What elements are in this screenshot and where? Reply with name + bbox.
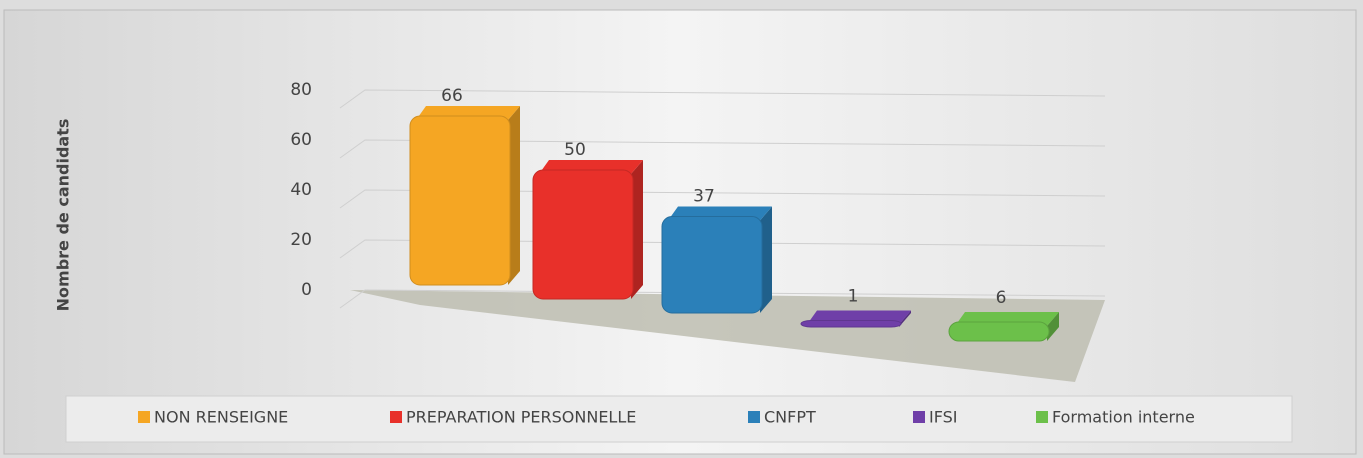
grid-line bbox=[339, 239, 1106, 259]
grid-line bbox=[339, 189, 1106, 209]
bar-side bbox=[631, 160, 643, 299]
y-axis-label: Nombre de candidats bbox=[54, 119, 73, 312]
legend-swatch bbox=[748, 411, 760, 423]
grid-line bbox=[339, 89, 1106, 109]
legend-label: PREPARATION PERSONNELLE bbox=[406, 408, 636, 427]
bar bbox=[661, 216, 763, 314]
legend-swatch bbox=[138, 411, 150, 423]
grid-line bbox=[339, 139, 1106, 159]
y-tick-label: 40 bbox=[290, 180, 312, 200]
legend-swatch bbox=[390, 411, 402, 423]
data-label: 37 bbox=[693, 187, 715, 207]
bar-side bbox=[899, 310, 911, 327]
floor bbox=[350, 290, 1105, 382]
legend-label: NON RENSEIGNE bbox=[154, 408, 288, 427]
bar bbox=[532, 169, 634, 300]
bar-side bbox=[1047, 312, 1059, 341]
legend-swatch bbox=[1036, 411, 1048, 423]
data-label: 1 bbox=[848, 287, 859, 307]
y-tick-label: 80 bbox=[290, 80, 312, 100]
bar-side bbox=[508, 106, 520, 285]
legend-label: IFSI bbox=[929, 408, 958, 427]
y-tick-label: 0 bbox=[301, 280, 312, 300]
bar bbox=[800, 320, 902, 328]
bar bbox=[409, 115, 511, 286]
data-label: 6 bbox=[996, 288, 1007, 308]
y-tick-label: 20 bbox=[290, 230, 312, 250]
legend-box bbox=[65, 395, 1293, 443]
legend-label: CNFPT bbox=[764, 408, 816, 427]
grid-line bbox=[339, 289, 1106, 309]
data-label: 50 bbox=[564, 140, 586, 160]
legend-swatch bbox=[913, 411, 925, 423]
bar bbox=[948, 321, 1050, 342]
data-label: 66 bbox=[441, 86, 463, 106]
y-tick-label: 60 bbox=[290, 130, 312, 150]
legend-label: Formation interne bbox=[1052, 408, 1195, 427]
bar-side bbox=[760, 206, 772, 313]
